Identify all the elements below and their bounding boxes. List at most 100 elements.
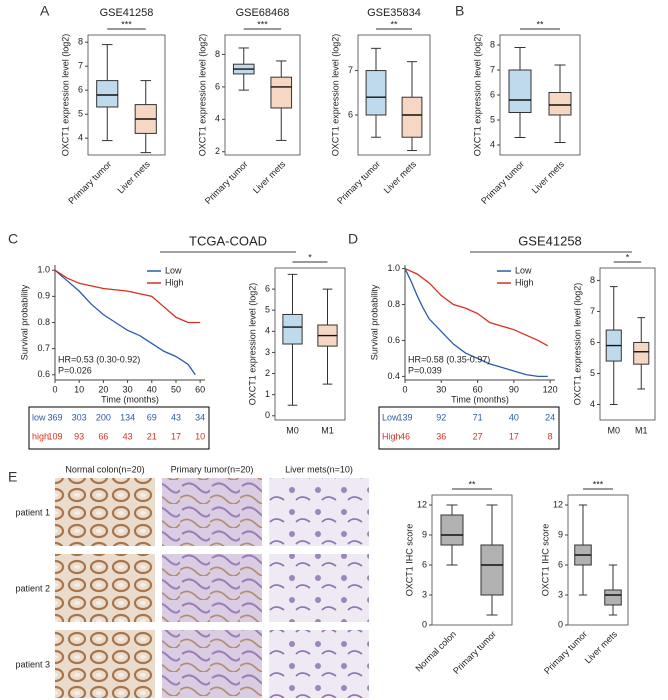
risk-count: 71 xyxy=(473,412,483,422)
risk-count: 24 xyxy=(545,412,555,422)
panel-label: A xyxy=(40,3,50,19)
survival-curve xyxy=(54,269,201,324)
y-tick-label: 9 xyxy=(422,529,427,539)
significance-label: * xyxy=(626,252,630,262)
ihc-row-label: patient 2 xyxy=(15,583,50,593)
x-tick-label: Normal colon xyxy=(414,629,459,674)
ihc-column-header: Normal colon(n=20) xyxy=(65,464,144,474)
y-tick-label: 6 xyxy=(558,559,563,569)
y-tick-label: 0.8 xyxy=(37,317,50,327)
box xyxy=(633,341,650,365)
risk-count: 92 xyxy=(436,412,446,422)
chart-title: TCGA-COAD xyxy=(189,233,267,248)
risk-count: 109 xyxy=(47,431,62,441)
ihc-image xyxy=(55,630,155,698)
y-tick-label: 12 xyxy=(417,499,427,509)
y-tick-label: 0.4 xyxy=(387,371,400,381)
chart-title: GSE41258 xyxy=(100,7,154,19)
y-tick-label: 6 xyxy=(490,89,495,99)
y-tick-label: 0 xyxy=(265,410,270,420)
y-tick-label: 8 xyxy=(590,275,595,285)
plot-frame xyxy=(567,494,629,626)
chart-title: GSE41258 xyxy=(518,233,582,248)
ihc-column-header: Liver mets(n=10) xyxy=(285,464,353,474)
annotation: P=0.026 xyxy=(58,365,92,375)
significance-label: *** xyxy=(593,479,604,489)
x-tick-label: Liver mets xyxy=(115,159,152,196)
y-tick-label: 8 xyxy=(215,49,220,59)
risk-count: 17 xyxy=(171,431,181,441)
risk-row-label: Low xyxy=(382,412,399,422)
ihc-row-label: patient 1 xyxy=(15,507,50,517)
box xyxy=(440,514,464,546)
y-tick-label: 7 xyxy=(490,64,495,74)
annotation: HR=0.58 (0.35-0.97) xyxy=(408,354,490,364)
x-tick-label: Primary tumor xyxy=(542,629,589,676)
risk-count: 43 xyxy=(123,431,133,441)
y-axis-label: OXCT1 expression level (log2) xyxy=(197,34,207,157)
y-tick-label: 9 xyxy=(558,529,563,539)
legend-label: Low xyxy=(165,265,182,275)
x-tick-label: Liver mets xyxy=(583,629,620,666)
risk-table-frame xyxy=(28,406,210,450)
y-tick-label: 1.0 xyxy=(37,265,50,275)
risk-count: 93 xyxy=(74,431,84,441)
risk-count: 17 xyxy=(509,431,519,441)
x-tick-label: M1 xyxy=(321,425,334,435)
legend-label: High xyxy=(515,277,534,287)
y-tick-label: 1.0 xyxy=(387,263,400,273)
y-tick-label: 5 xyxy=(590,368,595,378)
x-tick-label: Primary tumor xyxy=(203,159,250,206)
chart-title: GSE35834 xyxy=(367,7,421,19)
y-tick-label: 8 xyxy=(490,39,495,49)
x-tick-label: 30 xyxy=(123,384,133,394)
y-tick-label: 0.6 xyxy=(37,369,50,379)
y-axis-label: Survival probability xyxy=(19,284,29,360)
risk-count: 66 xyxy=(98,431,108,441)
y-tick-label: 3 xyxy=(265,347,270,357)
y-tick-label: 3 xyxy=(422,589,427,599)
box xyxy=(508,69,532,113)
y-tick-label: 0.9 xyxy=(37,291,50,301)
x-tick-label: M0 xyxy=(607,425,620,435)
plot-frame xyxy=(357,34,431,156)
chart-title: GSE68468 xyxy=(236,7,290,19)
y-tick-label: 4 xyxy=(490,139,495,149)
ihc-image xyxy=(162,478,262,546)
risk-row-label: high xyxy=(32,431,49,441)
risk-count: 46 xyxy=(400,431,410,441)
y-tick-label: 5 xyxy=(78,109,83,119)
box xyxy=(282,313,303,345)
significance-label: ** xyxy=(390,19,398,29)
plot-frame xyxy=(274,267,346,421)
y-tick-label: 6 xyxy=(348,109,353,119)
significance-label: * xyxy=(308,252,312,262)
y-axis-label: OXCT1 IHC score xyxy=(540,524,550,597)
significance-label: ** xyxy=(536,19,544,29)
risk-count: 10 xyxy=(195,431,205,441)
risk-row-label: low xyxy=(32,412,46,422)
y-tick-label: 6 xyxy=(590,337,595,347)
plot-frame xyxy=(431,494,513,626)
x-tick-label: Primary tumor xyxy=(66,159,113,206)
annotation: P=0.039 xyxy=(408,365,442,375)
panel-label: C xyxy=(8,231,18,247)
survival-curve xyxy=(404,268,549,347)
risk-count: 139 xyxy=(397,412,412,422)
y-tick-label: 4 xyxy=(590,399,595,409)
legend-label: Low xyxy=(515,265,532,275)
risk-count: 40 xyxy=(509,412,519,422)
x-tick-label: 0 xyxy=(402,384,407,394)
panel-label: E xyxy=(8,469,17,485)
y-tick-label: 6 xyxy=(422,559,427,569)
x-tick-label: Liver mets xyxy=(251,159,288,196)
y-tick-label: 0 xyxy=(558,619,563,629)
risk-row-label: High xyxy=(382,431,401,441)
box xyxy=(480,544,504,596)
risk-count: 36 xyxy=(436,431,446,441)
risk-count: 69 xyxy=(147,412,157,422)
risk-count: 27 xyxy=(473,431,483,441)
plot-frame xyxy=(224,34,301,156)
y-tick-label: 4 xyxy=(265,326,270,336)
